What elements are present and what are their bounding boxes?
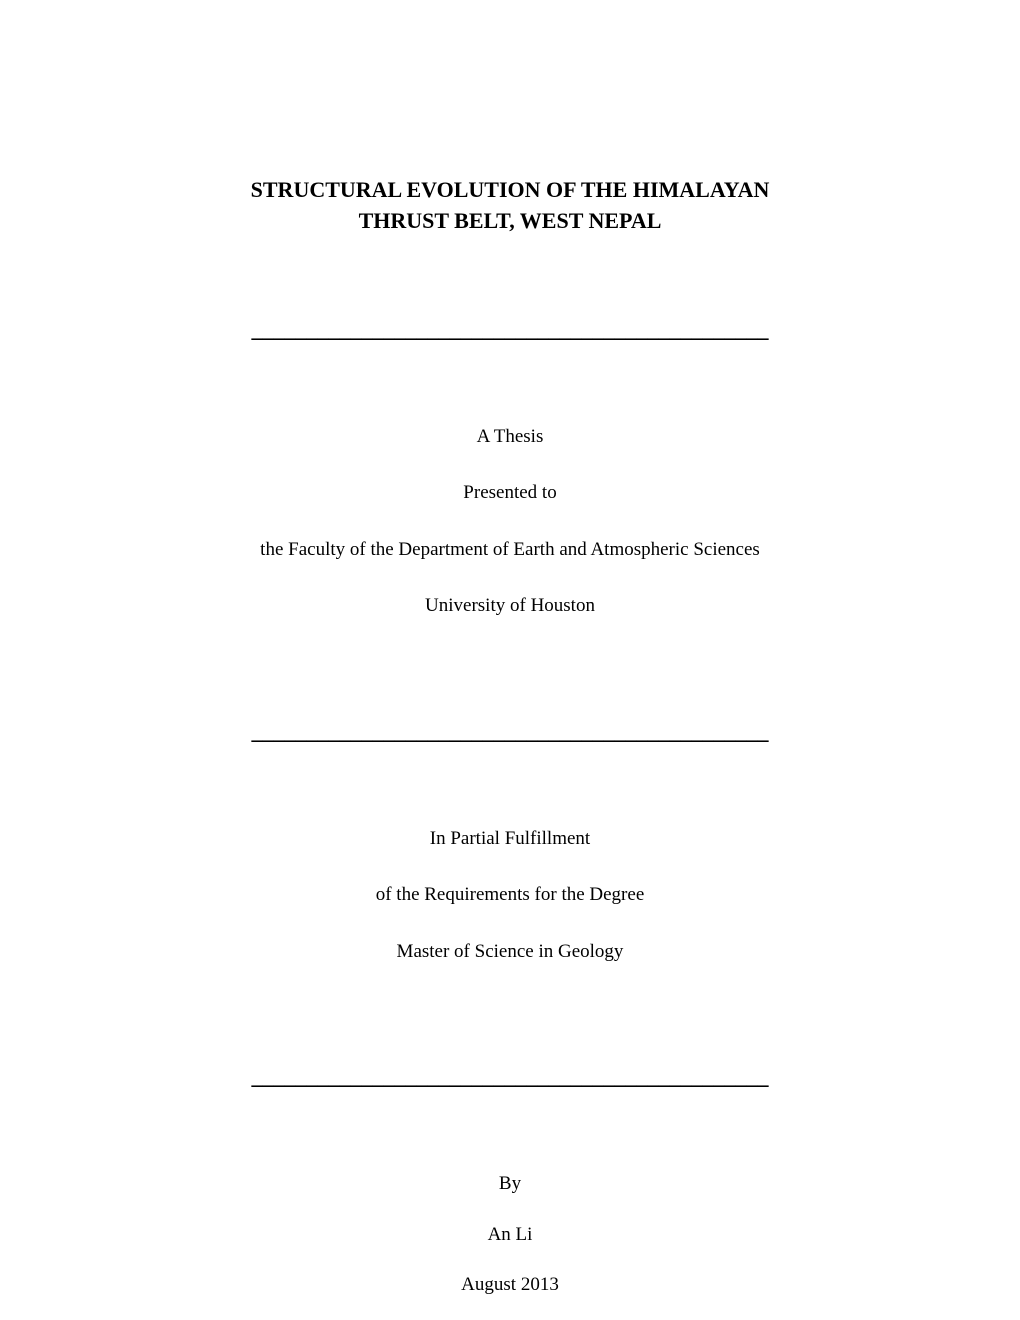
thesis-date: August 2013	[130, 1271, 890, 1300]
requirements-line: of the Requirements for the Degree	[130, 881, 890, 910]
thesis-label: A Thesis	[130, 423, 890, 452]
author-name: An Li	[130, 1221, 890, 1250]
divider-3: ________________________________________…	[130, 1064, 890, 1090]
degree-line: Master of Science in Geology	[130, 938, 890, 967]
author-block: By An Li August 2013	[130, 1170, 890, 1300]
presentation-block: A Thesis Presented to the Faculty of the…	[130, 423, 890, 621]
partial-fulfillment: In Partial Fulfillment	[130, 825, 890, 854]
thesis-title: STRUCTURAL EVOLUTION OF THE HIMALAYAN TH…	[130, 175, 890, 237]
divider-1: ________________________________________…	[130, 317, 890, 343]
by-label: By	[130, 1170, 890, 1199]
presented-to: Presented to	[130, 479, 890, 508]
university-line: University of Houston	[130, 592, 890, 621]
faculty-line: the Faculty of the Department of Earth a…	[130, 536, 890, 565]
fulfillment-block: In Partial Fulfillment of the Requiremen…	[130, 825, 890, 967]
divider-2: ________________________________________…	[130, 719, 890, 745]
title-line-2: THRUST BELT, WEST NEPAL	[130, 206, 890, 237]
title-line-1: STRUCTURAL EVOLUTION OF THE HIMALAYAN	[130, 175, 890, 206]
